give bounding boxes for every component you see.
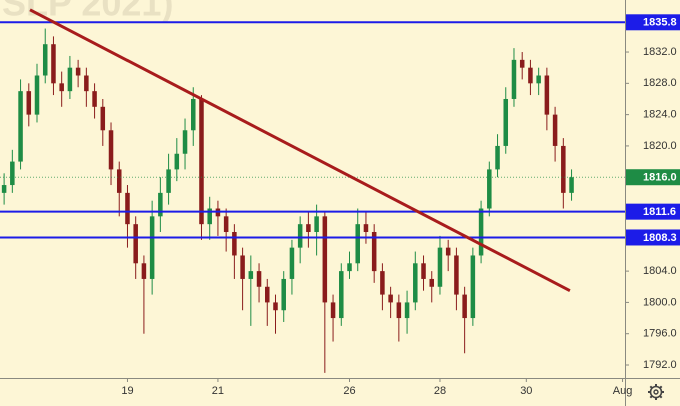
candle-body: [519, 59, 525, 68]
candle-body: [207, 208, 212, 225]
level-label: 1835.8: [643, 17, 677, 29]
candle-body: [59, 83, 64, 92]
candle-body: [536, 75, 541, 84]
y-tick-label: 1792.0: [643, 359, 677, 371]
candle-body: [190, 98, 196, 131]
candle-body: [248, 271, 254, 279]
gear-center: [653, 389, 659, 395]
candle-body: [363, 224, 369, 232]
candle-body: [470, 255, 476, 319]
candle-body: [84, 75, 89, 92]
y-tick-label: 1828.0: [643, 77, 677, 89]
settings-icon[interactable]: [648, 384, 664, 400]
candle-body: [297, 224, 303, 248]
candle-body: [371, 231, 377, 272]
candle-body: [174, 153, 180, 170]
y-tick-label: 1796.0: [643, 328, 677, 340]
last-price-box: [626, 169, 680, 186]
level-label: 1808.3: [643, 232, 677, 244]
candle-body: [141, 263, 147, 279]
x-tick-label: 26: [343, 385, 355, 397]
y-tick-label: 1800.0: [643, 296, 677, 308]
candle-body: [503, 98, 509, 146]
candle-body: [561, 145, 566, 193]
candle-body: [26, 91, 32, 115]
candle-body: [10, 161, 15, 186]
candle-body: [92, 91, 97, 107]
candle-body: [322, 216, 328, 303]
candle-body: [182, 130, 188, 154]
candle-body: [18, 91, 23, 162]
candle-body: [158, 192, 163, 217]
candle-body: [232, 231, 237, 256]
candle-body: [1, 185, 7, 193]
level-label-box: [626, 229, 680, 246]
candle-body: [51, 44, 56, 84]
candle-body: [306, 224, 311, 232]
candle-body: [380, 271, 385, 295]
candle-body: [487, 169, 492, 209]
candle-body: [133, 224, 138, 264]
y-tick-label: 1832.0: [643, 46, 677, 58]
level-label-box: [626, 203, 680, 220]
candle-body: [495, 145, 500, 170]
y-tick-label: 1820.0: [643, 140, 677, 152]
candle-body: [149, 216, 155, 279]
candle-body: [330, 302, 336, 319]
x-tick-label: 19: [121, 385, 133, 397]
x-tick-label: 30: [520, 385, 532, 397]
candle-body: [544, 75, 550, 115]
candle-body: [388, 294, 393, 303]
candle-body: [511, 59, 517, 99]
candle-body: [289, 247, 295, 279]
watermark: SLP 2021): [2, 0, 173, 24]
x-tick-label: 21: [212, 385, 224, 397]
y-tick-label: 1824.0: [643, 109, 677, 121]
candle-body: [413, 263, 418, 303]
candle-body: [478, 208, 484, 256]
candle-body: [552, 114, 558, 146]
candle-body: [116, 169, 122, 193]
candle-body: [166, 169, 171, 193]
level-label: 1811.6: [643, 206, 676, 218]
candle-body: [100, 106, 106, 131]
candle-body: [75, 67, 81, 76]
y-tick-label: 1804.0: [643, 265, 677, 277]
candle-body: [339, 271, 344, 319]
trendline: [29, 8, 571, 293]
candle-body: [421, 263, 426, 279]
candle-body: [347, 263, 352, 272]
x-tick-label: Aug: [613, 385, 633, 397]
candle-body: [34, 75, 40, 115]
candle-body: [429, 278, 435, 287]
candle-body: [223, 216, 229, 232]
candle-body: [445, 247, 451, 256]
last-price-label: 1816.0: [643, 172, 677, 184]
candle-body: [528, 67, 533, 84]
candle-body: [281, 278, 286, 311]
candle-body: [396, 302, 402, 319]
candle-body: [273, 302, 278, 311]
candle-body: [314, 216, 319, 232]
level-label-box: [626, 14, 680, 31]
candle-body: [125, 192, 130, 225]
candle-body: [199, 98, 204, 225]
candle-body: [404, 302, 410, 319]
candle-body: [454, 255, 459, 295]
candle-body: [569, 177, 574, 193]
candle-body: [240, 255, 245, 279]
candle-body: [42, 44, 48, 76]
candle-body: [462, 294, 467, 319]
gear-teeth: [648, 384, 664, 400]
candle-body: [256, 271, 262, 287]
candle-body: [355, 224, 360, 264]
candle-body: [265, 286, 270, 303]
x-tick-label: 28: [434, 385, 446, 397]
candle-body: [437, 247, 443, 287]
candle-body: [108, 130, 114, 170]
candle-body: [67, 67, 73, 92]
